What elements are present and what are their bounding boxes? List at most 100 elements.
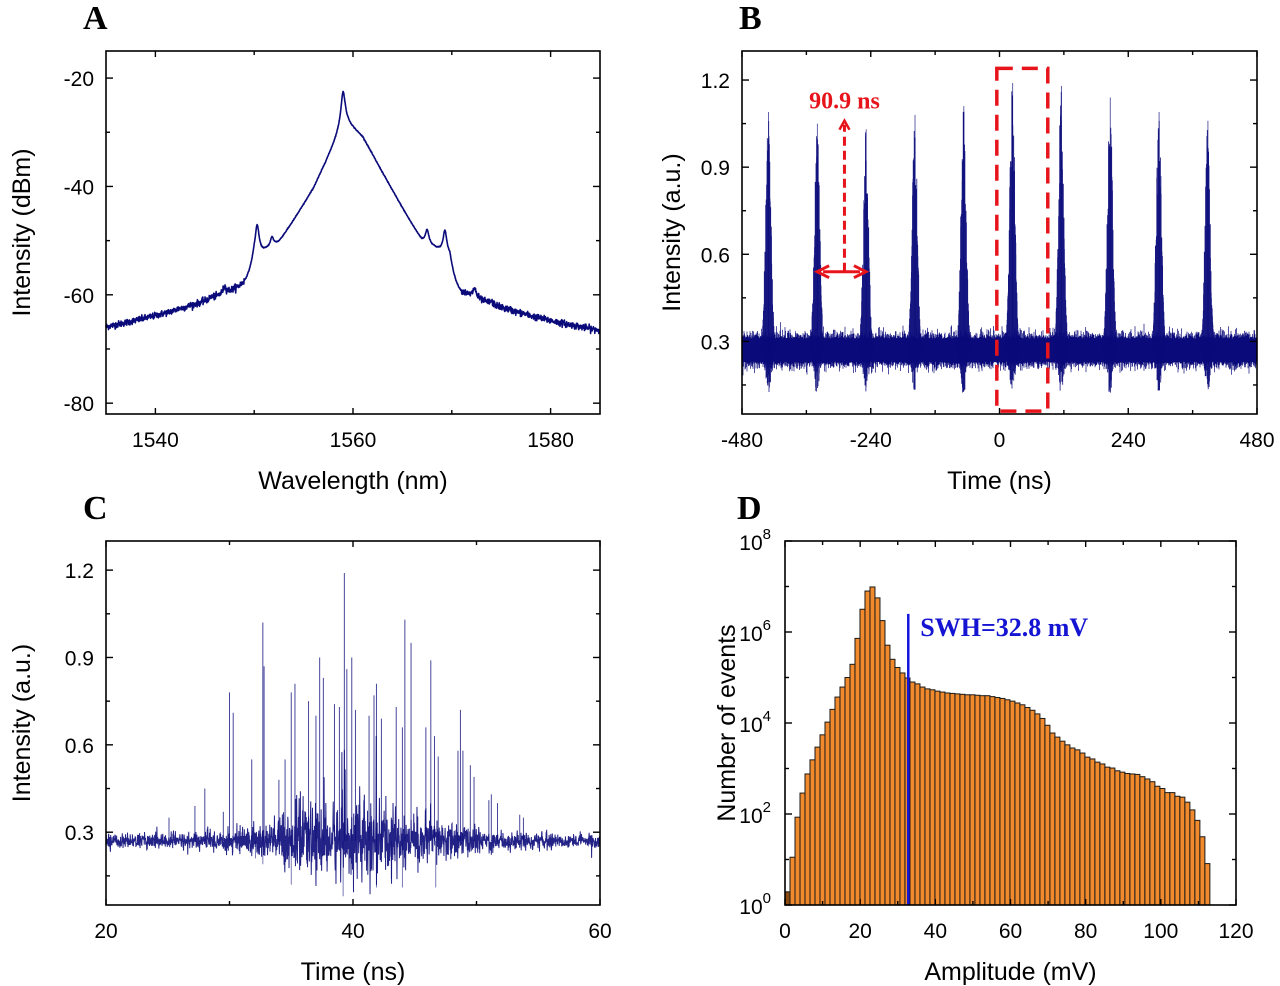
- histogram-bar: [1154, 785, 1161, 906]
- histogram-bar: [1069, 747, 1076, 906]
- y-tick-base: 10: [739, 623, 762, 646]
- x-tick-label: -480: [721, 429, 763, 452]
- histogram-bar: [1119, 771, 1126, 906]
- y-tick-label: 102: [739, 799, 771, 828]
- histogram-bar: [1089, 758, 1096, 906]
- y-tick-label: 104: [739, 708, 771, 737]
- x-tick-label: 100: [1143, 920, 1178, 943]
- histogram-bar: [1179, 796, 1186, 906]
- histogram-bar: [1049, 732, 1056, 906]
- histogram-bar: [1104, 766, 1111, 906]
- x-tick-label: 80: [1074, 920, 1097, 943]
- chart-c-zoomed-bunch: 20 40 60 0.3 0.6 0.9 1.2 Time (ns) Intensity (a.…: [8, 540, 612, 986]
- x-tick-label: 40: [924, 920, 947, 943]
- histogram-bar: [814, 746, 821, 906]
- spectrum-trace: [105, 90, 601, 335]
- histogram-bar: [1099, 763, 1106, 906]
- histogram-bar: [934, 690, 941, 906]
- histogram-bar: [894, 666, 901, 906]
- y-tick-base: 10: [739, 805, 762, 828]
- y-tick-label: 1.2: [65, 560, 94, 583]
- histogram-bar: [824, 721, 831, 906]
- histogram-bar: [839, 686, 846, 906]
- x-axis-title: Wavelength (nm): [258, 467, 447, 495]
- histogram-bar: [819, 734, 826, 906]
- histogram-bar: [1204, 863, 1211, 906]
- histogram-bar: [859, 608, 866, 906]
- histogram-bar: [1019, 704, 1026, 906]
- histogram-bar: [1139, 776, 1146, 906]
- histogram-bar: [1024, 707, 1031, 906]
- y-tick-label: 106: [739, 617, 771, 646]
- x-axis-title: Time (ns): [947, 467, 1052, 495]
- histogram-bar: [914, 683, 921, 906]
- histogram-bar: [909, 681, 916, 906]
- histogram-bar: [959, 693, 966, 906]
- histogram-bar: [1039, 717, 1046, 906]
- histogram-bar: [1074, 749, 1081, 906]
- x-tick-label: 1540: [132, 429, 179, 452]
- histogram-bar: [979, 695, 986, 906]
- y-tick-exponent: 6: [763, 617, 771, 634]
- histogram-bar: [849, 663, 856, 906]
- noise-trace: [106, 736, 600, 895]
- histogram-bar: [834, 696, 841, 906]
- histogram-bar: [879, 620, 886, 906]
- histogram-bar: [1129, 773, 1136, 906]
- zoomed-trace: [106, 573, 600, 897]
- panel-d-label: D: [737, 490, 762, 527]
- arrow-head-right: [853, 264, 870, 280]
- x-tick-label: 0: [779, 920, 791, 943]
- x-tick-label: 1560: [330, 429, 377, 452]
- histogram-bar: [854, 637, 861, 906]
- histogram-bar: [804, 773, 811, 906]
- histogram-bar: [1174, 795, 1181, 906]
- y-axis-title: Intensity (dBm): [8, 148, 36, 316]
- histogram-bar: [1029, 709, 1036, 906]
- y-tick-label: -60: [64, 285, 94, 308]
- histogram-bar: [794, 816, 801, 906]
- y-tick-base: 10: [739, 532, 762, 555]
- histogram-bar: [944, 692, 951, 906]
- y-axis-title: Number of events: [713, 624, 741, 821]
- histogram-bar: [1084, 756, 1091, 906]
- histogram-bar: [874, 597, 881, 906]
- histogram-bar: [974, 694, 981, 906]
- period-label: 90.9 ns: [809, 89, 880, 115]
- y-tick-label: 0.6: [65, 735, 94, 758]
- histogram-bar: [1094, 761, 1101, 906]
- histogram-bar: [869, 586, 876, 906]
- histogram-bar: [884, 644, 891, 906]
- histogram-bar: [1004, 699, 1011, 906]
- x-tick-label: 0: [994, 429, 1006, 452]
- chart-d-histogram: SWH=32.8 mV0 20 40 60 80 100 12010010210410610…: [713, 526, 1254, 986]
- y-tick-label: 0.9: [65, 647, 94, 670]
- plot-frame: [105, 50, 601, 415]
- histogram-bar: [1114, 770, 1121, 906]
- histogram-bar: [789, 856, 796, 906]
- x-tick-label: 480: [1239, 429, 1274, 452]
- histogram-bar: [1149, 781, 1156, 906]
- y-tick-exponent: 8: [763, 526, 771, 543]
- y-tick-label: -40: [64, 176, 94, 199]
- histogram-bar: [919, 686, 926, 906]
- histogram-bar: [954, 693, 961, 906]
- histogram-bar: [1159, 788, 1166, 906]
- histogram-bar: [1164, 792, 1171, 906]
- x-tick-label: 240: [1111, 429, 1146, 452]
- histogram-bar: [989, 696, 996, 906]
- histogram-bar: [949, 692, 956, 906]
- y-tick-exponent: 2: [763, 799, 771, 816]
- x-tick-label: 1580: [527, 429, 574, 452]
- histogram-bar: [809, 759, 816, 906]
- histogram-bar: [1109, 767, 1116, 906]
- y-axis-title: Intensity (a.u.): [8, 644, 36, 802]
- histogram-bar: [1054, 736, 1061, 906]
- chart-a-spectrum: 1540 1560 1580 -20 -40 -60 -80 Wavelength (nm) I…: [8, 50, 601, 495]
- y-tick-exponent: 0: [763, 890, 771, 907]
- y-tick-label: -80: [64, 393, 94, 416]
- selection-dashed-rect: [995, 66, 1050, 413]
- histogram-bar: [969, 694, 976, 906]
- pulse-train-trace: [742, 82, 1257, 393]
